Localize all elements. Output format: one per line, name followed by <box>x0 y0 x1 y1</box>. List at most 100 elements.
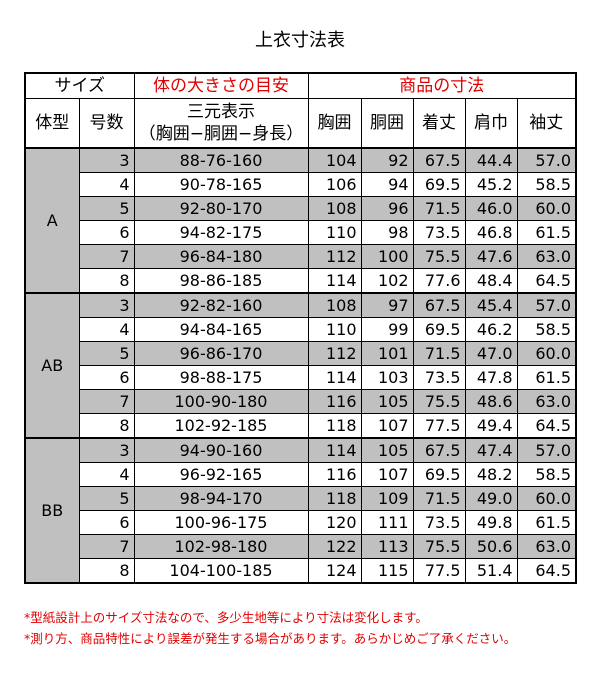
table-cell: 44.4 <box>464 147 518 173</box>
table-cell: 113 <box>360 534 414 559</box>
table-cell: 57.0 <box>516 437 577 463</box>
table-cell: 77.5 <box>412 558 466 584</box>
table-cell: 96-84-180 <box>133 244 309 269</box>
table-cell: 71.5 <box>412 486 466 511</box>
note-1: *型紙設計上のサイズ寸法なので、多少生地等により寸法は変化します。 <box>24 610 428 625</box>
table-cell: 110 <box>307 220 362 245</box>
table-cell: 100-96-175 <box>133 510 309 535</box>
table-cell: 5 <box>78 196 135 221</box>
header-chest: 胸囲 <box>307 98 362 149</box>
table-cell: 92-80-170 <box>133 196 309 221</box>
table-cell: 49.4 <box>464 413 518 439</box>
table-cell: 63.0 <box>516 389 577 414</box>
table-row: 7 96-84-180 112 100 75.5 47.6 63.0 <box>25 244 577 269</box>
table-cell: 3 <box>78 437 135 463</box>
table-cell: 5 <box>78 486 135 511</box>
table-cell: 67.5 <box>412 147 466 173</box>
table-cell: 57.0 <box>516 147 577 173</box>
table-row: 5 98-94-170 118 109 71.5 49.0 60.0 <box>25 486 577 511</box>
table-cell: 64.5 <box>516 268 577 294</box>
table-cell: 48.2 <box>464 462 518 487</box>
table-row: 8 104-100-185 124 115 77.5 51.4 64.5 <box>25 558 577 584</box>
table-row: 6 100-96-175 120 111 73.5 49.8 61.5 <box>25 510 577 535</box>
table-cell: 88-76-160 <box>133 147 309 173</box>
table-row: 4 96-92-165 116 107 69.5 48.2 58.5 <box>25 462 577 487</box>
table-cell: 105 <box>360 437 414 463</box>
table-cell: 47.0 <box>464 341 518 366</box>
table-row: BB 3 94-90-160 114 105 67.5 47.4 57.0 <box>24 437 577 584</box>
table-row: 5 92-80-170 108 96 71.5 46.0 60.0 <box>25 196 577 221</box>
table-cell: 47.6 <box>464 244 518 269</box>
table-row: 8 102-92-185 118 107 77.5 49.4 64.5 <box>25 413 577 439</box>
header-row-1: サイズ 体の大きさの目安 商品の寸法 <box>24 72 577 99</box>
header-row-2: 体型 号数 三元表示 （胸囲−胴囲−身長） 胸囲 胴囲 着丈 肩巾 袖丈 <box>24 98 577 149</box>
table-row: 6 94-82-175 110 98 73.5 46.8 61.5 <box>25 220 577 245</box>
table-cell: 5 <box>78 341 135 366</box>
table-cell: 71.5 <box>412 341 466 366</box>
table-cell: 8 <box>78 558 135 584</box>
table-cell: 45.2 <box>464 172 518 197</box>
table-cell: 69.5 <box>412 317 466 342</box>
table-cell: 3 <box>78 292 135 318</box>
table-cell: 73.5 <box>412 365 466 390</box>
table-row: 6 98-88-175 114 103 73.5 47.8 61.5 <box>25 365 577 390</box>
header-shoulder: 肩巾 <box>464 98 518 149</box>
table-cell: 46.2 <box>464 317 518 342</box>
table-cell: 69.5 <box>412 462 466 487</box>
table-cell: 98 <box>360 220 414 245</box>
table-cell: 124 <box>307 558 362 584</box>
table-cell: 6 <box>78 510 135 535</box>
table-cell: 46.8 <box>464 220 518 245</box>
table-cell: 110 <box>307 317 362 342</box>
table-cell: 98-94-170 <box>133 486 309 511</box>
table-cell: 47.8 <box>464 365 518 390</box>
body-type-cell: AB <box>24 292 80 439</box>
table-cell: 71.5 <box>412 196 466 221</box>
table-cell: 114 <box>307 437 362 463</box>
table-cell: 46.0 <box>464 196 518 221</box>
table-cell: 108 <box>307 292 362 318</box>
header-waist: 胴囲 <box>360 98 414 149</box>
table-cell: 64.5 <box>516 413 577 439</box>
table-cell: 98-86-185 <box>133 268 309 294</box>
table-cell: 4 <box>78 317 135 342</box>
table-cell: 3 <box>78 147 135 173</box>
table-cell: 94-84-165 <box>133 317 309 342</box>
table-cell: 102-92-185 <box>133 413 309 439</box>
table-cell: 51.4 <box>464 558 518 584</box>
table-cell: 49.0 <box>464 486 518 511</box>
table-cell: 57.0 <box>516 292 577 318</box>
page-title: 上衣寸法表 <box>255 30 345 51</box>
table-cell: 116 <box>307 389 362 414</box>
table-cell: 109 <box>360 486 414 511</box>
table-cell: 63.0 <box>516 244 577 269</box>
table-cell: 108 <box>307 196 362 221</box>
table-cell: 122 <box>307 534 362 559</box>
table-cell: 98-88-175 <box>133 365 309 390</box>
table-cell: 97 <box>360 292 414 318</box>
table-cell: 6 <box>78 365 135 390</box>
table-row: 7 100-90-180 116 105 75.5 48.6 63.0 <box>25 389 577 414</box>
table-cell: 105 <box>360 389 414 414</box>
note-2: *測り方、商品特性により誤差が発生する場合があります。あらかじめご了承ください。 <box>24 631 517 646</box>
table-cell: 63.0 <box>516 534 577 559</box>
table-cell: 73.5 <box>412 510 466 535</box>
table-cell: 58.5 <box>516 317 577 342</box>
table-cell: 99 <box>360 317 414 342</box>
table-cell: 67.5 <box>412 292 466 318</box>
table-cell: 114 <box>307 365 362 390</box>
table-cell: 94 <box>360 172 414 197</box>
table-cell: 75.5 <box>412 534 466 559</box>
table-row: 4 94-84-165 110 99 69.5 46.2 58.5 <box>25 317 577 342</box>
header-body-type: 体型 <box>24 98 80 149</box>
table-cell: 100-90-180 <box>133 389 309 414</box>
table-cell: 6 <box>78 220 135 245</box>
table-row: 8 98-86-185 114 102 77.6 48.4 64.5 <box>25 268 577 294</box>
header-three-dim-sub: （胸囲−胴囲−身長） <box>138 124 304 144</box>
table-cell: 92-82-160 <box>133 292 309 318</box>
notes: *型紙設計上のサイズ寸法なので、多少生地等により寸法は変化します。 *測り方、商… <box>24 607 516 649</box>
table-cell: 118 <box>307 486 362 511</box>
table-cell: 7 <box>78 534 135 559</box>
table-row: A 3 88-76-160 104 92 67.5 44.4 57.0 <box>24 147 577 294</box>
table-cell: 112 <box>307 244 362 269</box>
